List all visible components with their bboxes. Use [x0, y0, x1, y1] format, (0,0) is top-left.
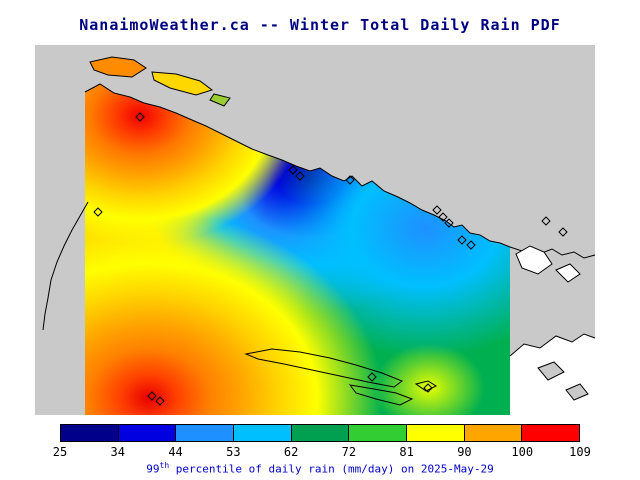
- station-marker-icon: [147, 391, 157, 401]
- station-marker-icon: [155, 396, 165, 406]
- colorbar-segment: [406, 424, 465, 442]
- caption-rest: percentile of daily rain (mm/day) on 202…: [169, 462, 494, 476]
- colorbar-segment: [290, 424, 350, 442]
- station-marker-icon: [93, 207, 103, 217]
- colorbar-segment: [348, 424, 408, 442]
- plot-title: NanaimoWeather.ca -- Winter Total Daily …: [79, 16, 561, 34]
- island-southeast-1: [537, 361, 565, 381]
- colorbar-tick-label: 34: [110, 445, 125, 459]
- colorbar-tick-label: 44: [168, 445, 183, 459]
- station-marker-icon: [288, 165, 298, 175]
- station-marker-icon: [135, 112, 145, 122]
- colorbar-tick-label: 53: [226, 445, 241, 459]
- island-southeast-2: [565, 383, 589, 401]
- island-northwest-2: [151, 71, 214, 96]
- island-outline-south-3: [414, 380, 438, 392]
- station-marker-icon: [558, 227, 568, 237]
- colorbar-tick-label: 100: [511, 445, 534, 459]
- island-outline-south-1: [244, 348, 404, 388]
- colorbar-legend: [60, 424, 581, 442]
- station-marker-icon: [457, 235, 467, 245]
- station-markers: [93, 112, 568, 406]
- station-marker-icon: [432, 205, 442, 215]
- colorbar-segment: [60, 424, 119, 442]
- station-marker-icon: [345, 175, 355, 185]
- colorbar-tick-label: 81: [399, 445, 414, 459]
- colorbar-segment: [117, 424, 177, 442]
- colorbar-tick-label: 72: [341, 445, 357, 459]
- island-northwest-3: [209, 93, 231, 107]
- map-svg: [35, 45, 596, 415]
- station-marker-icon: [423, 383, 433, 393]
- inlet-east-1: [515, 245, 553, 275]
- colorbar-tick-label: 62: [283, 445, 299, 459]
- plot-caption: 99th percentile of daily rain (mm/day) o…: [0, 461, 640, 476]
- station-marker-icon: [466, 240, 476, 250]
- colorbar-segment: [463, 424, 523, 442]
- colorbar-segment: [521, 424, 581, 442]
- colorbar-tick-label: 25: [52, 445, 68, 459]
- coastline-southeast: [509, 333, 596, 357]
- colorbar-tick-label: 109: [569, 445, 591, 459]
- colorbar-segment: [175, 424, 235, 442]
- station-marker-icon: [438, 212, 448, 222]
- island-outline-south-2: [348, 384, 414, 406]
- station-marker-icon: [444, 218, 454, 228]
- colorbar-segment: [233, 424, 292, 442]
- colorbar-tick-labels: 25 34 44 53 62 72 81 90 100 109: [53, 445, 591, 459]
- mainland-landmass: [85, 75, 510, 247]
- caption-superscript: th: [159, 461, 170, 470]
- station-marker-icon: [367, 372, 377, 382]
- island-northwest-1: [89, 56, 147, 78]
- station-marker-icon: [541, 216, 551, 226]
- inlet-east-2: [555, 263, 581, 283]
- colorbar-tick-label: 90: [457, 445, 472, 459]
- coastline-west: [42, 201, 89, 331]
- station-marker-icon: [295, 171, 305, 181]
- caption-prefix: 99: [146, 462, 160, 476]
